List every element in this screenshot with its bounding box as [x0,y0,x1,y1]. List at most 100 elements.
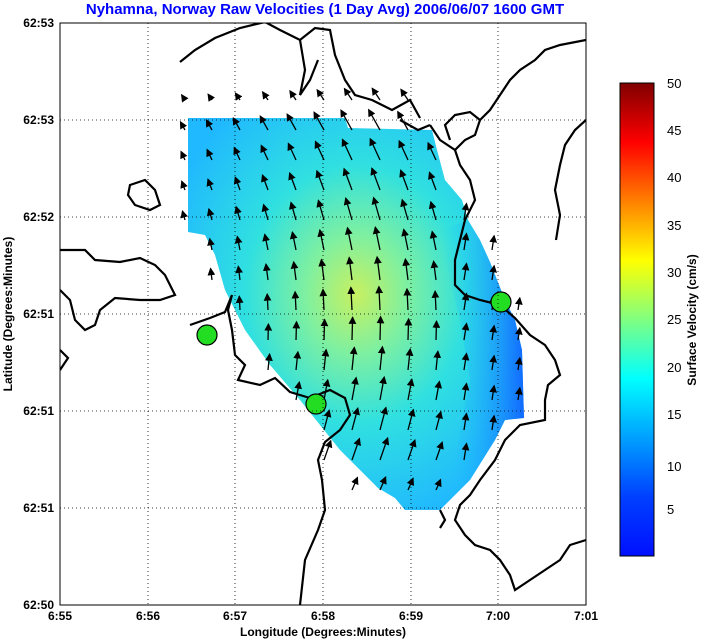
colorbar-tick: 10 [667,459,681,474]
velocity-arrow [180,209,189,221]
velocity-arrow [287,142,297,161]
velocity-arrow [489,264,497,281]
velocity-arrow [180,93,189,103]
velocity-arrow [374,255,382,281]
velocity-arrow [261,173,269,191]
colorbar-label: Surface Velocity (cm/s) [685,254,699,385]
y-tick-label: 62:51 [23,307,54,321]
velocity-arrow [461,382,470,401]
colorbar-tick: 20 [667,360,681,375]
velocity-arrow [341,138,353,161]
velocity-arrow [262,263,271,281]
x-tick-label: 6:58 [311,609,335,623]
velocity-arrow [289,89,297,101]
velocity-arrow [461,262,470,281]
velocity-arrow [428,171,437,191]
y-tick-label: 62:51 [23,404,54,418]
chart-title: Nyhamna, Norway Raw Velocities (1 Day Av… [86,1,564,18]
velocity-arrow [400,88,409,101]
velocity-arrow [432,320,441,341]
velocity-arrow [294,380,302,401]
velocity-arrow [427,141,437,161]
velocity-arrow [320,318,329,341]
velocity-arrow [397,110,409,131]
velocity-vectors [179,87,523,491]
velocity-arrow [260,144,269,161]
coastline [60,23,586,605]
velocity-arrow [291,290,300,311]
x-axis-label: Longitude (Degrees:Minutes) [240,625,406,639]
velocity-arrow [489,234,497,251]
station-marker [305,393,327,415]
velocity-arrow [404,317,413,341]
velocity-arrow [232,116,241,131]
velocity-arrow [234,205,242,221]
velocity-arrow [368,108,381,131]
velocity-arrow [351,406,360,431]
velocity-arrow [293,350,302,371]
velocity-arrow [429,230,438,251]
colorbar-tick: 35 [667,218,681,233]
velocity-arrow [489,384,497,401]
velocity-arrow [379,436,390,461]
velocity-arrow [263,292,272,311]
velocity-arrow [233,146,241,161]
velocity-arrow [435,441,444,461]
velocity-arrow [343,197,353,221]
colorbar-tick: 50 [667,76,681,91]
y-axis-label: Latitude (Degrees:Minutes) [1,237,15,392]
velocity-arrow [259,115,269,131]
grid [60,23,586,605]
velocity-arrow [323,409,332,431]
velocity-arrow [376,315,385,341]
velocity-arrow [207,267,216,281]
velocity-arrow [379,476,387,491]
velocity-arrow [400,198,409,221]
velocity-arrow [434,478,442,491]
velocity-arrow [343,87,353,101]
velocity-arrow [315,169,325,191]
velocity-arrow [348,316,357,341]
velocity-arrow [399,169,409,191]
velocity-arrow [290,260,299,281]
velocity-arrow [289,231,298,251]
velocity-arrow [235,265,243,281]
velocity-arrow [461,292,470,311]
velocity-arrow [461,322,470,341]
velocity-arrow [349,346,358,371]
x-tick-label: 7:01 [574,609,598,623]
colorbar-tick: 5 [667,502,674,517]
colorbar: 5 10 15 20 25 30 35 40 45 50 Surface Vel… [619,76,699,557]
y-tick-label: 62:53 [23,16,54,30]
velocity-arrow [292,320,301,341]
velocity-arrow [265,352,273,371]
x-tick-label: 6:59 [399,609,423,623]
x-tick-label: 6:56 [136,609,160,623]
velocity-arrow [316,199,325,221]
velocity-arrow [461,232,470,251]
velocity-arrow [514,386,523,401]
velocity-arrow [344,226,353,251]
velocity-arrow [514,356,523,371]
y-tick-label: 62:53 [23,113,54,127]
x-tick-label: 6:57 [223,609,247,623]
velocity-arrow [428,200,437,221]
velocity-arrow [207,93,216,102]
velocity-arrow [206,178,214,191]
velocity-arrow [347,286,356,311]
velocity-arrow [205,118,214,131]
velocity-arrow [234,92,243,101]
velocity-arrow [434,380,443,401]
velocity-arrow [261,203,270,221]
velocity-arrow [286,113,297,131]
velocity-arrow [351,437,361,461]
y-tick-label: 62:52 [23,210,54,224]
velocity-arrow [489,324,497,341]
velocity-arrow [262,233,270,251]
velocity-arrow [346,256,354,281]
velocity-arrow [261,91,270,101]
velocity-arrow [375,285,384,311]
x-axis: 6:55 6:56 6:57 6:58 6:59 7:00 7:01 Longi… [48,609,598,639]
velocity-arrow [316,88,325,101]
velocity-arrow [370,167,381,191]
